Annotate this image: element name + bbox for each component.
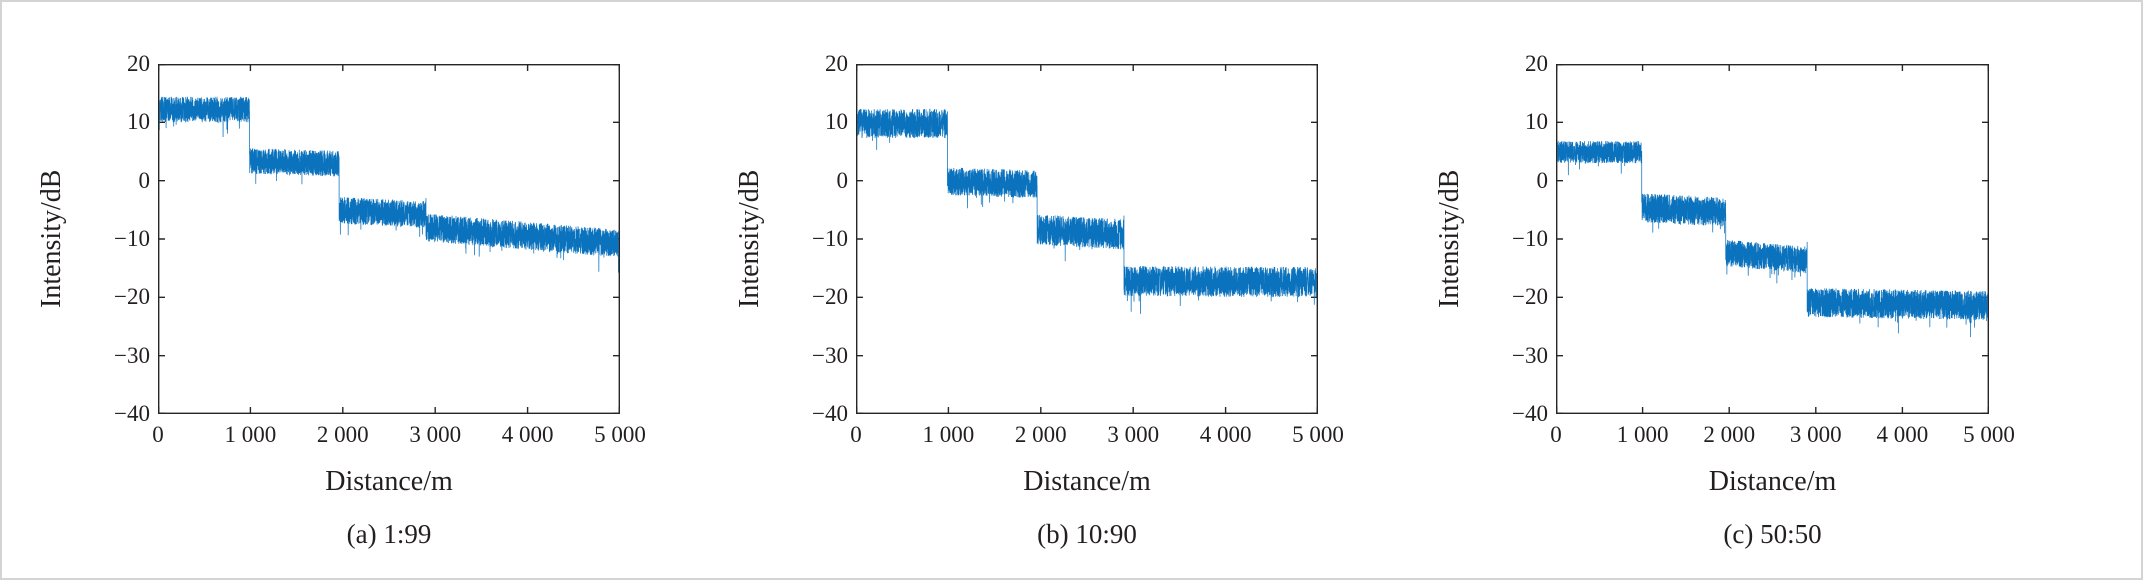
x-axis-tick-labels: 0 1 000 2 000 3 000 4 000 5 000 — [152, 414, 646, 447]
y-tick-label: 0 — [836, 167, 849, 193]
y-tick-label: 10 — [1525, 109, 1548, 135]
subplot-caption: (a) 1:99 — [346, 519, 432, 549]
y-tick-label: 20 — [1525, 51, 1548, 76]
subplot-b: Intensity/dB 20 10 0 −10 −20 −30 −40 0 1 000 2 0… — [715, 2, 1428, 578]
subplot-b-plot-group: Intensity/dB 20 10 0 −10 −20 −30 −40 0 1 000 2 0… — [734, 51, 1344, 549]
y-axis-tick-labels: 20 10 0 −10 −20 −30 −40 — [1488, 51, 1549, 426]
subplot-c: Intensity/dB 20 10 0 −10 −20 −30 −40 0 1 000 2 0… — [1428, 2, 2141, 578]
x-tick-label: 2 000 — [316, 422, 369, 447]
y-tick-label: 20 — [127, 51, 150, 76]
y-tick-label: −20 — [1512, 284, 1548, 310]
y-tick-label: −10 — [1512, 226, 1548, 251]
x-tick-label: 5 000 — [1292, 422, 1344, 447]
x-tick-label: 0 — [1550, 422, 1562, 447]
subplot-caption: (b) 10:90 — [1037, 519, 1137, 549]
y-tick-label: −20 — [114, 284, 150, 310]
y-tick-label: −40 — [812, 401, 848, 426]
y-tick-label: −20 — [812, 284, 848, 310]
x-tick-label: 4 000 — [501, 422, 554, 447]
x-tick-label: 1 000 — [1616, 422, 1669, 447]
x-axis-title: Distance/m — [1708, 466, 1837, 497]
otdr-trace-canvas — [1556, 64, 1989, 414]
y-tick-label: −10 — [114, 226, 150, 251]
x-tick-label: 3 000 — [1789, 422, 1842, 447]
plot-area — [158, 64, 620, 414]
x-tick-label: 0 — [152, 422, 164, 447]
y-axis-title: Intensity/dB — [734, 169, 765, 309]
plot-area — [856, 64, 1318, 414]
x-tick-label: 3 000 — [1107, 422, 1160, 447]
y-tick-label: −30 — [1512, 342, 1548, 368]
subplot-caption: (c) 50:50 — [1723, 519, 1822, 549]
y-tick-label: 10 — [825, 109, 848, 135]
x-axis-title: Distance/m — [325, 466, 453, 497]
x-tick-label: 0 — [850, 422, 862, 447]
x-tick-label: 5 000 — [594, 422, 646, 447]
y-axis-title: Intensity/dB — [1434, 169, 1465, 309]
otdr-trace-canvas — [158, 64, 620, 414]
x-tick-label: 1 000 — [224, 422, 277, 447]
y-axis-title: Intensity/dB — [36, 169, 67, 309]
x-axis-tick-labels: 0 1 000 2 000 3 000 4 000 5 000 — [850, 414, 1344, 447]
subplot-a-plot-group: Intensity/dB 20 10 0 −10 −20 −30 −40 0 1 000 2 0… — [36, 51, 646, 549]
y-tick-label: 20 — [825, 51, 848, 76]
subplot-c-plot-group: Intensity/dB 20 10 0 −10 −20 −30 −40 0 1 000 2 0… — [1434, 51, 2015, 549]
x-tick-label: 3 000 — [409, 422, 462, 447]
x-axis-tick-labels: 0 1 000 2 000 3 000 4 000 5 000 — [1550, 414, 2015, 447]
y-tick-label: −30 — [114, 342, 150, 368]
otdr-trace-canvas — [856, 64, 1318, 414]
subplot-a: Intensity/dB 20 10 0 −10 −20 −30 −40 0 1 000 2 0… — [2, 2, 715, 578]
y-tick-label: −30 — [812, 342, 848, 368]
y-tick-label: −10 — [812, 226, 848, 251]
y-axis-tick-labels: 20 10 0 −10 −20 −30 −40 — [788, 51, 849, 426]
y-tick-label: 0 — [1536, 167, 1549, 193]
x-tick-label: 4 000 — [1876, 422, 1929, 447]
x-axis-title: Distance/m — [1023, 466, 1151, 497]
y-tick-label: 10 — [127, 109, 150, 135]
x-tick-label: 2 000 — [1014, 422, 1067, 447]
y-tick-label: −40 — [1512, 401, 1548, 426]
x-tick-label: 4 000 — [1199, 422, 1252, 447]
plot-area — [1556, 64, 1989, 414]
x-tick-label: 1 000 — [922, 422, 975, 447]
y-tick-label: 0 — [138, 167, 151, 193]
y-tick-label: −40 — [114, 401, 150, 426]
x-tick-label: 2 000 — [1703, 422, 1756, 447]
x-tick-label: 5 000 — [1963, 422, 2015, 447]
y-axis-tick-labels: 20 10 0 −10 −20 −30 −40 — [90, 51, 151, 426]
